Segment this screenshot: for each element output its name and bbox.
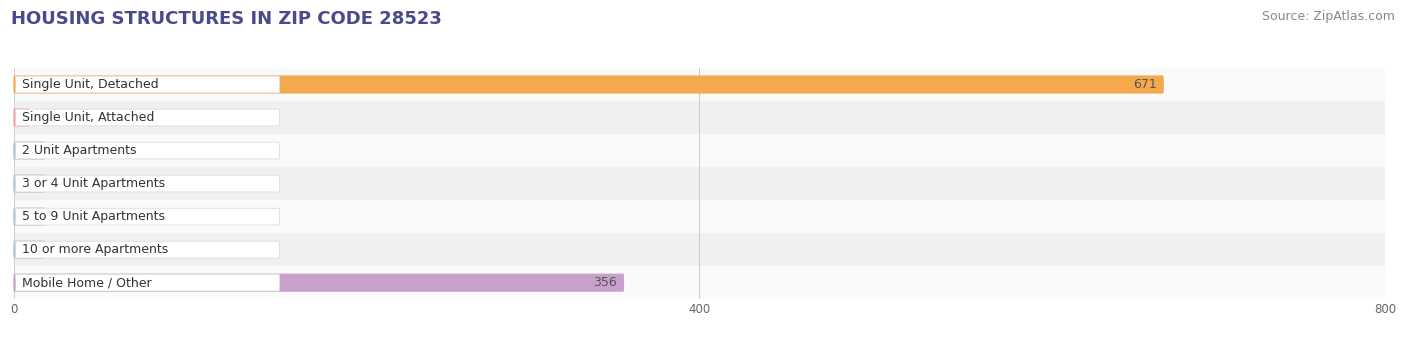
- Text: 5 to 9 Unit Apartments: 5 to 9 Unit Apartments: [21, 210, 165, 223]
- Text: Mobile Home / Other: Mobile Home / Other: [21, 276, 152, 289]
- Text: Source: ZipAtlas.com: Source: ZipAtlas.com: [1261, 10, 1395, 23]
- Text: HOUSING STRUCTURES IN ZIP CODE 28523: HOUSING STRUCTURES IN ZIP CODE 28523: [11, 10, 441, 28]
- Bar: [14, 134, 1385, 167]
- FancyBboxPatch shape: [14, 76, 280, 93]
- FancyBboxPatch shape: [14, 241, 45, 259]
- FancyBboxPatch shape: [14, 274, 280, 291]
- FancyBboxPatch shape: [14, 208, 280, 225]
- Text: 0: 0: [52, 210, 60, 223]
- Text: 356: 356: [593, 276, 617, 289]
- FancyBboxPatch shape: [14, 175, 280, 192]
- Text: Single Unit, Attached: Single Unit, Attached: [21, 111, 155, 124]
- FancyBboxPatch shape: [14, 142, 280, 159]
- FancyBboxPatch shape: [14, 109, 280, 126]
- FancyBboxPatch shape: [14, 108, 30, 126]
- Bar: [14, 200, 1385, 233]
- Text: 3 or 4 Unit Apartments: 3 or 4 Unit Apartments: [21, 177, 165, 190]
- FancyBboxPatch shape: [14, 174, 45, 193]
- Bar: [14, 167, 1385, 200]
- FancyBboxPatch shape: [14, 141, 45, 160]
- FancyBboxPatch shape: [14, 274, 624, 292]
- Text: 2 Unit Apartments: 2 Unit Apartments: [21, 144, 136, 157]
- Bar: [14, 68, 1385, 101]
- Text: 0: 0: [52, 144, 60, 157]
- Bar: [14, 266, 1385, 299]
- Text: 10 or more Apartments: 10 or more Apartments: [21, 243, 169, 256]
- Text: 0: 0: [52, 243, 60, 256]
- FancyBboxPatch shape: [14, 241, 280, 258]
- Bar: [14, 233, 1385, 266]
- Text: 9: 9: [37, 111, 44, 124]
- FancyBboxPatch shape: [14, 207, 45, 226]
- Text: Single Unit, Detached: Single Unit, Detached: [21, 78, 159, 91]
- Text: 671: 671: [1133, 78, 1157, 91]
- FancyBboxPatch shape: [14, 75, 1164, 94]
- Bar: [14, 101, 1385, 134]
- Text: 0: 0: [52, 177, 60, 190]
